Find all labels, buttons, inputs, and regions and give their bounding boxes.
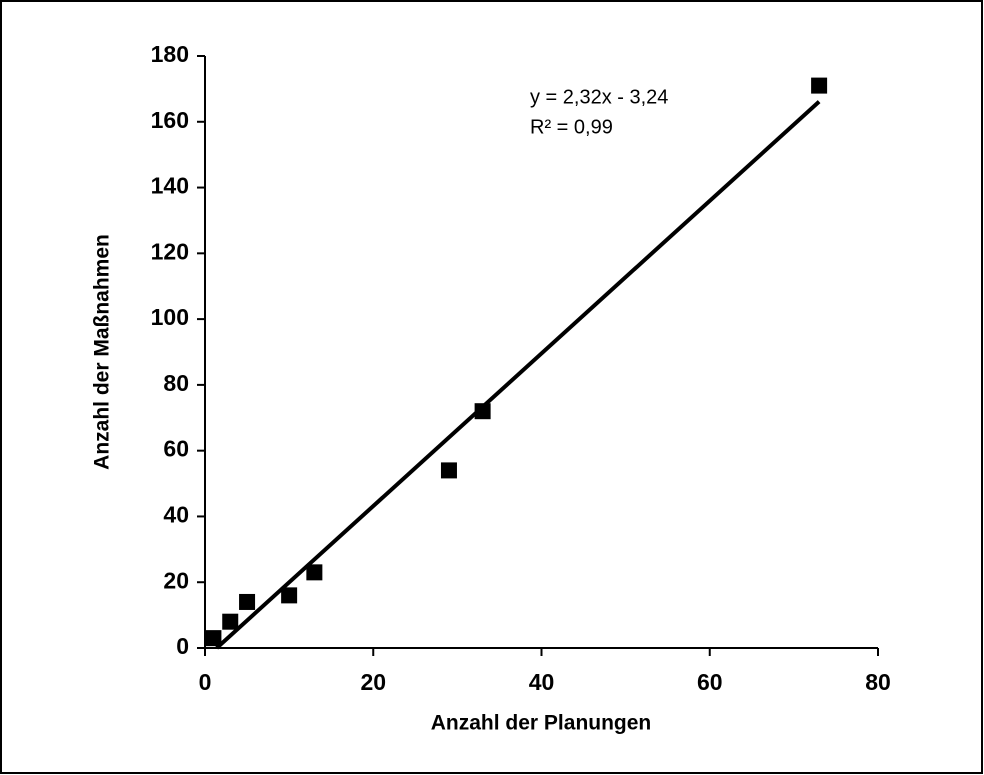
x-tick-label: 0 (199, 669, 212, 695)
point (222, 613, 239, 630)
annotation: R² = 0,99 (530, 116, 613, 138)
x-tick-label: 40 (529, 669, 555, 695)
point (474, 403, 491, 420)
trendline (215, 100, 821, 650)
point (440, 462, 457, 479)
point (281, 587, 298, 604)
point (811, 77, 828, 94)
y-tick-label: 140 (151, 173, 189, 199)
y-tick-label: 180 (151, 41, 189, 67)
y-tick-label: 160 (151, 107, 189, 133)
y-tick-label: 100 (151, 304, 189, 330)
point (306, 564, 323, 581)
y-tick-label: 80 (163, 370, 189, 396)
point (239, 593, 256, 610)
annotation: y = 2,32x - 3,24 (530, 86, 668, 108)
point (205, 630, 222, 647)
y-tick-label: 20 (163, 567, 189, 593)
x-axis-title: Anzahl der Planungen (431, 712, 652, 735)
x-tick-label: 20 (360, 669, 386, 695)
y-tick-label: 40 (163, 502, 189, 528)
y-tick-label: 120 (151, 238, 189, 264)
y-tick-label: 0 (176, 633, 189, 659)
x-tick-label: 60 (697, 669, 723, 695)
y-tick-label: 60 (163, 436, 189, 462)
x-tick-label: 80 (865, 669, 891, 695)
y-axis-title: Anzahl der Maßnahmen (91, 234, 114, 470)
